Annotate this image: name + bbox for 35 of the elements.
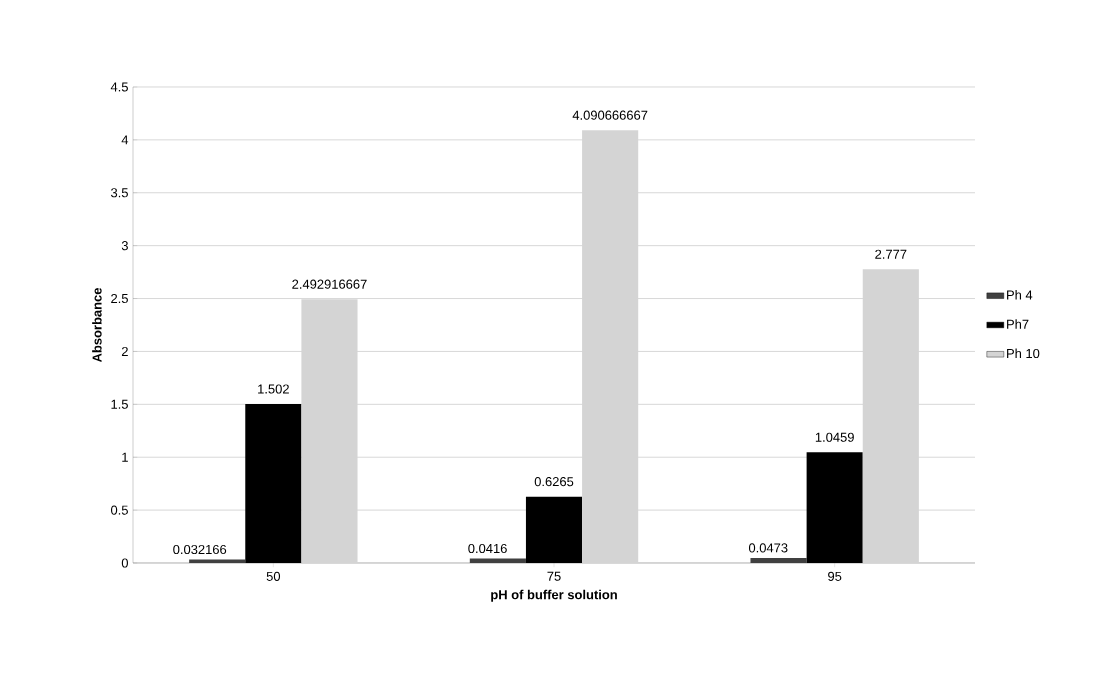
y-axis-title: Absorbance: [92, 288, 102, 363]
y-tick-label: 0: [121, 558, 128, 568]
data-label: 2.492916667: [292, 279, 367, 289]
bar: [806, 452, 863, 563]
data-label: 1.502: [258, 384, 289, 394]
bar: [245, 404, 302, 563]
legend-label: Ph 10: [1007, 348, 1040, 359]
bar: [525, 496, 583, 563]
bar: [301, 299, 358, 563]
data-label: 0.6265: [534, 477, 574, 487]
bar: [750, 557, 807, 563]
y-tick-label: 3.5: [110, 188, 128, 198]
data-label: 0.0473: [748, 543, 788, 553]
y-tick-label: 4: [121, 135, 129, 145]
y-tick-label: 0.5: [110, 505, 128, 515]
x-tick-label: 50: [266, 571, 281, 581]
bar: [582, 130, 639, 563]
data-label: 0.032166: [173, 544, 227, 555]
bar: [862, 269, 919, 563]
data-label: 4.090666667: [572, 110, 648, 120]
legend-label: Ph 4: [1007, 290, 1033, 300]
y-tick-label: 1.5: [111, 399, 128, 409]
data-label: 2.777: [875, 249, 907, 259]
y-tick-label: 1: [122, 452, 128, 462]
y-tick-label: 4.5: [110, 82, 128, 92]
bar: [469, 558, 526, 563]
data-label: 0.0416: [468, 543, 507, 554]
legend-label: Ph7: [1007, 319, 1029, 329]
y-tick-label: 2.5: [111, 293, 128, 304]
x-tick-label: 95: [828, 571, 842, 581]
x-axis-title: pH of buffer solution: [491, 589, 617, 602]
x-tick-label: 75: [547, 571, 561, 581]
y-tick-label: 2: [121, 346, 128, 356]
y-tick-label: 3: [121, 241, 128, 251]
data-label: 1.0459: [815, 432, 854, 442]
